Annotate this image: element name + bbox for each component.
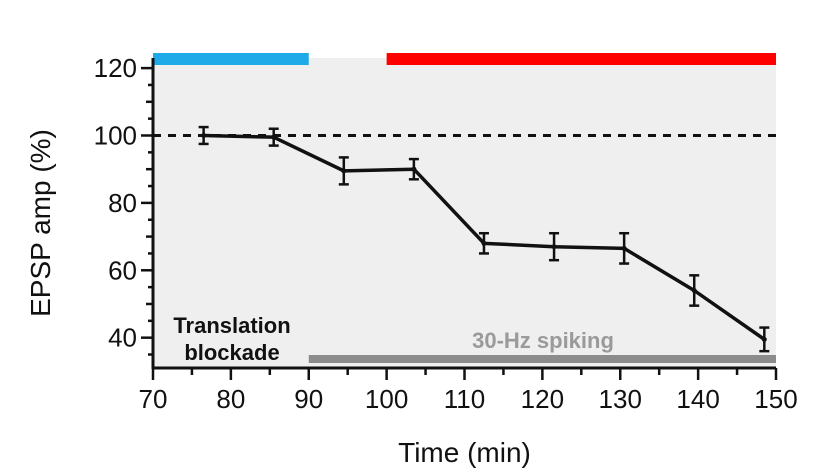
series — [198, 125, 770, 353]
y-tick-label: 80 — [108, 188, 137, 218]
data-point — [411, 166, 417, 172]
x-tick-label: 150 — [754, 384, 797, 414]
x-tick-label: 120 — [521, 384, 564, 414]
error-bar — [619, 231, 630, 265]
error-bar — [408, 157, 419, 181]
annotation-30hz-spiking: 30-Hz spiking — [472, 328, 614, 353]
x-axis: 70 80 90 100 110 120 130 140 150 — [139, 366, 798, 414]
plot-background — [153, 58, 776, 368]
data-point — [271, 134, 277, 140]
x-tick-label: 130 — [599, 384, 642, 414]
condition-bar-2 — [308, 355, 776, 363]
y-tick-label: 100 — [94, 121, 137, 151]
y-tick-label: 60 — [108, 255, 137, 285]
error-bar — [268, 127, 279, 147]
x-tick-label: 70 — [139, 384, 168, 414]
x-tick-label: 100 — [365, 384, 408, 414]
error-bar — [198, 125, 209, 146]
data-point — [201, 133, 207, 138]
x-axis-label: Time (min) — [398, 437, 531, 468]
y-tick-label: 120 — [94, 53, 137, 83]
error-bar — [759, 326, 770, 353]
data-point — [551, 244, 557, 250]
condition-bar-1 — [386, 53, 776, 65]
data-point — [691, 288, 697, 293]
x-tick-label: 140 — [676, 384, 719, 414]
condition-bars — [153, 53, 776, 363]
condition-bar-0 — [153, 53, 309, 65]
x-tick-label: 110 — [444, 384, 485, 414]
error-bar — [478, 231, 489, 255]
error-bar — [549, 231, 560, 262]
data-point — [341, 168, 347, 174]
data-point — [481, 240, 487, 246]
data-point — [761, 336, 767, 342]
y-axis-label: EPSP amp (%) — [25, 129, 56, 317]
y-axis: 40 60 80 100 120 — [94, 53, 155, 369]
error-bar — [689, 274, 700, 307]
x-tick-label: 90 — [294, 384, 323, 414]
data-point — [621, 245, 627, 251]
annotation-translation-blockade: blockade — [184, 340, 279, 365]
y-tick-label: 40 — [108, 323, 137, 353]
annotation-translation-blockade: Translation — [173, 313, 290, 338]
x-tick-label: 80 — [216, 384, 245, 414]
error-bar — [338, 156, 349, 186]
